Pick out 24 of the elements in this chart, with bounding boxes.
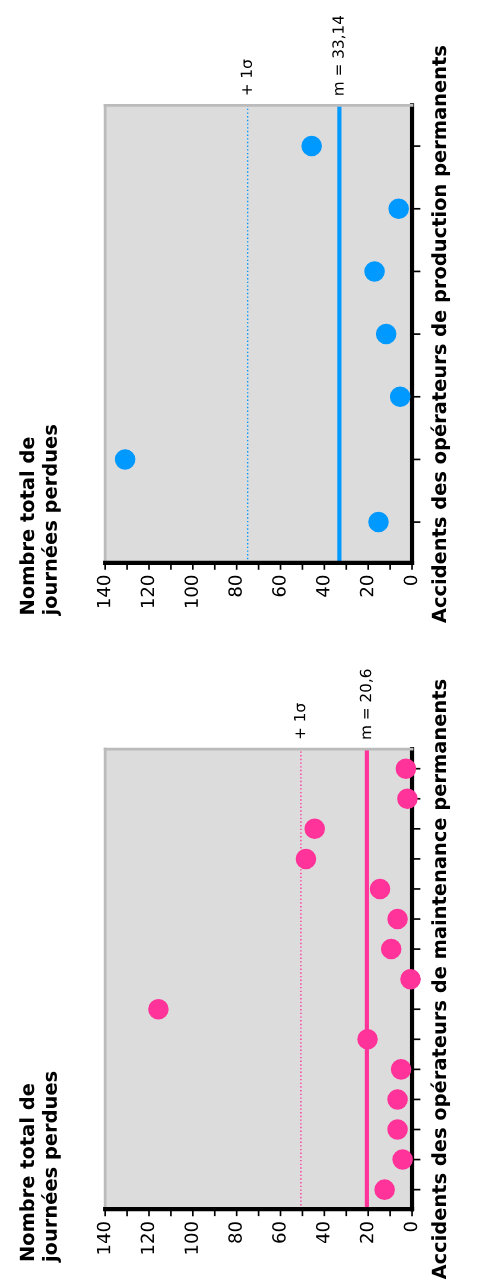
x-tick-label: 40 <box>315 575 330 597</box>
text: Nombre total de journées perdues <box>19 425 61 617</box>
x-tick-label: 20 <box>359 1222 374 1243</box>
ref-line-label: + 1σ <box>293 703 306 739</box>
x-tick-label: 100 <box>184 575 199 608</box>
x-tick-label: 100 <box>184 1222 199 1254</box>
ref-line-label: m = 20,6 <box>359 669 373 739</box>
x-tick-label: 140 <box>96 1222 111 1254</box>
x-tick-label: 20 <box>359 575 374 597</box>
x-tick-label: 0 <box>403 575 418 585</box>
x-tick-label: 120 <box>140 1222 155 1254</box>
x-tick-label: 0 <box>403 1222 418 1232</box>
x-tick-label: 60 <box>272 575 286 597</box>
x-tick-label: 80 <box>228 1222 242 1243</box>
x-tick-label: 60 <box>272 1222 286 1243</box>
x-tick-label: 140 <box>96 575 111 608</box>
ref-line-label: m = 33,14 <box>332 15 346 95</box>
x-tick-label: 40 <box>315 1222 330 1244</box>
y-axis-title: Accidents des opérateurs de production permanents <box>430 46 451 624</box>
text: Nombre total de journées perdues <box>19 1071 61 1263</box>
ref-line-label: + 1σ <box>240 59 253 95</box>
x-tick-label: 120 <box>140 575 155 608</box>
x-tick-label: 80 <box>228 575 242 597</box>
y-axis-title: Accidents des opérateurs de maintenance permanents <box>430 679 451 1280</box>
